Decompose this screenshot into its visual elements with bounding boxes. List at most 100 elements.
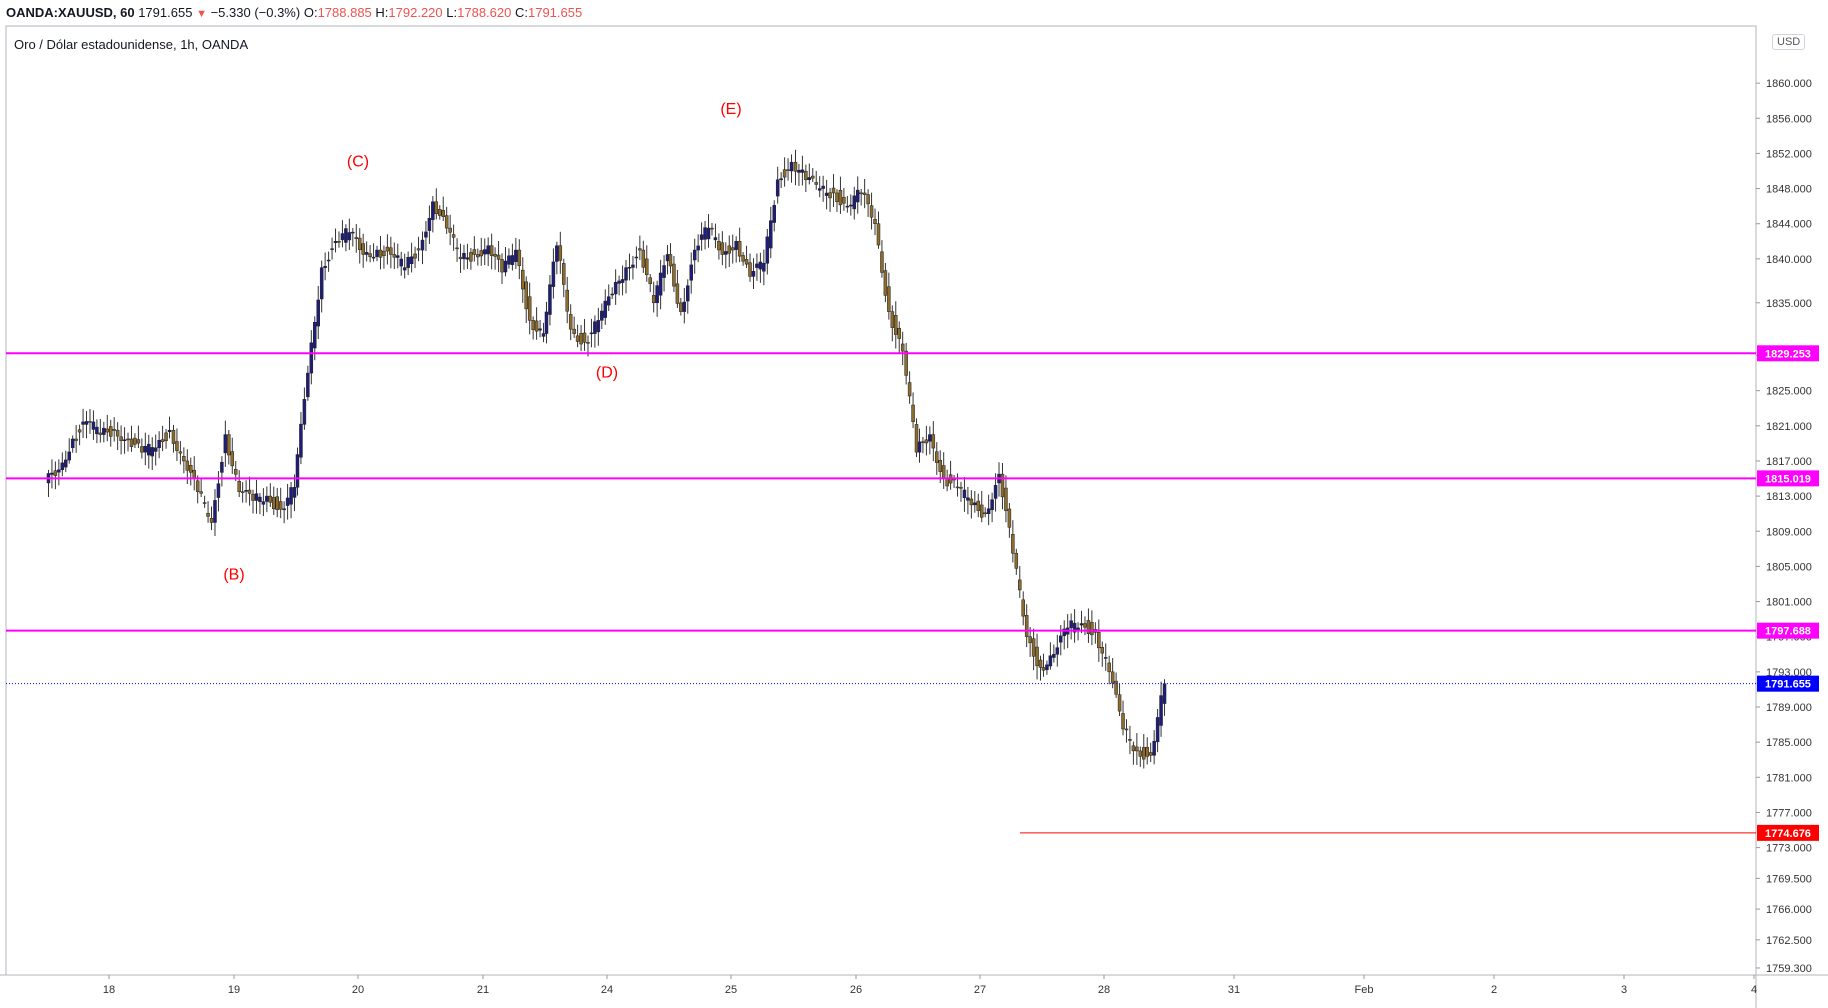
candle-body bbox=[157, 439, 161, 449]
candle-body bbox=[1124, 728, 1129, 731]
candle-body bbox=[538, 328, 542, 331]
candle-body bbox=[828, 192, 832, 199]
candle-body bbox=[299, 423, 303, 458]
candle-body bbox=[175, 441, 179, 451]
candle-body bbox=[703, 227, 707, 240]
candle-body bbox=[455, 247, 459, 250]
candle-body bbox=[993, 485, 998, 499]
candle-body bbox=[859, 192, 863, 195]
candle-body bbox=[258, 496, 262, 502]
candle-body bbox=[821, 185, 825, 189]
candle-body bbox=[928, 434, 932, 442]
candle-body bbox=[769, 220, 773, 249]
candle-body bbox=[302, 399, 307, 425]
price-level-badge bbox=[1757, 470, 1819, 487]
candle-body bbox=[634, 256, 639, 259]
candle-body bbox=[651, 295, 656, 304]
time-tick-label: 20 bbox=[352, 984, 364, 996]
candle-body bbox=[1131, 745, 1136, 752]
price-tick-label: 1805.000 bbox=[1766, 561, 1812, 573]
candle-body bbox=[209, 517, 214, 523]
candle-body bbox=[115, 429, 120, 437]
candle-body bbox=[724, 251, 728, 255]
candle-body bbox=[1035, 646, 1039, 667]
candle-body bbox=[164, 432, 168, 441]
candle-body bbox=[935, 451, 939, 463]
candle-body bbox=[762, 263, 766, 272]
candle-body bbox=[911, 404, 915, 423]
candle-body bbox=[438, 209, 442, 216]
candle-body bbox=[424, 231, 428, 238]
candle-body bbox=[1114, 680, 1118, 695]
candle-body bbox=[53, 470, 58, 476]
candle-body bbox=[434, 201, 439, 215]
candle-body bbox=[751, 271, 756, 277]
time-tick-label: 18 bbox=[103, 984, 115, 996]
candle-body bbox=[385, 246, 390, 252]
high-value: 1792.220 bbox=[388, 5, 443, 20]
candle-body bbox=[213, 500, 217, 523]
candle-body bbox=[316, 299, 320, 327]
candle-body bbox=[81, 421, 85, 425]
candle-body bbox=[682, 301, 687, 312]
time-tick-label: 28 bbox=[1098, 984, 1110, 996]
candle-body bbox=[272, 497, 276, 510]
candle-body bbox=[713, 237, 718, 241]
candle-body bbox=[572, 328, 576, 334]
candle-body bbox=[1145, 746, 1149, 757]
candle-body bbox=[147, 443, 151, 456]
candle-body bbox=[1138, 750, 1143, 757]
candle-body bbox=[347, 232, 352, 241]
price-tick-label: 1860.000 bbox=[1766, 78, 1812, 90]
candle-body bbox=[396, 255, 400, 258]
candle-body bbox=[1072, 622, 1077, 633]
candle-body bbox=[880, 251, 884, 273]
candle-body bbox=[479, 250, 484, 257]
candle-body bbox=[904, 350, 908, 376]
candle-body bbox=[431, 201, 435, 220]
candle-body bbox=[306, 372, 310, 398]
down-arrow-icon: ▼ bbox=[196, 8, 207, 20]
candle-body bbox=[817, 188, 822, 191]
price-tick-label: 1762.500 bbox=[1766, 935, 1812, 947]
target-price-badge bbox=[1757, 824, 1819, 841]
candle-body bbox=[1000, 473, 1005, 498]
candle-body bbox=[95, 426, 99, 435]
candle-body bbox=[282, 508, 286, 511]
candle-body bbox=[60, 462, 65, 470]
candle-body bbox=[375, 249, 379, 257]
candle-body bbox=[74, 438, 78, 441]
time-tick-label: 21 bbox=[477, 984, 489, 996]
candle-body bbox=[579, 332, 583, 345]
candle-body bbox=[730, 247, 735, 251]
close-label: C: bbox=[514, 5, 528, 20]
low-label: L: bbox=[446, 5, 458, 20]
price-tick-label: 1777.000 bbox=[1766, 807, 1812, 819]
candle-body bbox=[1142, 747, 1146, 760]
candle-body bbox=[227, 434, 231, 456]
candle-body bbox=[119, 436, 123, 441]
candle-body bbox=[309, 342, 314, 374]
candle-body bbox=[223, 434, 228, 454]
candle-body bbox=[1028, 636, 1032, 644]
currency-badge[interactable]: USD bbox=[1772, 34, 1806, 50]
candle-body bbox=[1135, 746, 1139, 752]
symbol-name[interactable]: OANDA:XAUUSD, 60 bbox=[6, 5, 135, 20]
candle-body bbox=[244, 490, 248, 492]
candle-body bbox=[741, 255, 745, 262]
candle-body bbox=[582, 332, 587, 343]
candle-body bbox=[941, 465, 946, 479]
candle-body bbox=[510, 255, 515, 265]
candle-body bbox=[1152, 740, 1156, 756]
candle-body bbox=[986, 508, 991, 514]
candle-body bbox=[873, 218, 877, 224]
candle-body bbox=[1052, 654, 1056, 658]
candle-body bbox=[199, 491, 203, 494]
last-price-badge bbox=[1757, 675, 1819, 692]
candle-body bbox=[1021, 599, 1025, 617]
candle-body bbox=[330, 248, 334, 250]
candle-body bbox=[631, 264, 635, 268]
candle-body bbox=[606, 296, 611, 306]
candle-body bbox=[758, 261, 763, 270]
